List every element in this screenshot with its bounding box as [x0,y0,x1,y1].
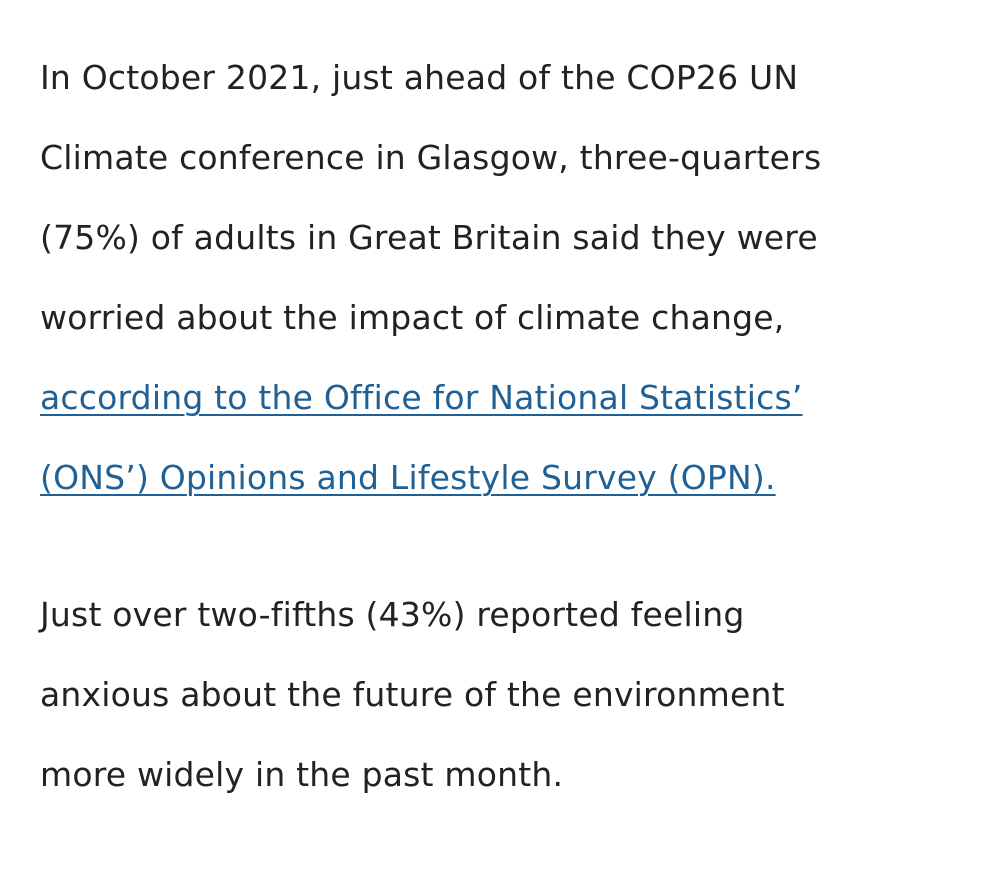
paragraph-climate-worry: In October 2021, just ahead of the COP26… [40,38,821,518]
text-line: more widely in the past month. [40,755,564,794]
text-line: Climate conference in Glasgow, three-qua… [40,138,822,177]
text-line: anxious about the future of the environm… [40,675,785,714]
ons-survey-link-continued[interactable]: (ONS’) Opinions and Lifestyle Survey (OP… [40,458,776,497]
text-line: Just over two-fifths (43%) reported feel… [40,595,745,634]
paragraph-environment-anxiety: Just over two-fifths (43%) reported feel… [40,575,785,815]
text-line: In October 2021, just ahead of the COP26… [40,58,799,97]
text-line: (75%) of adults in Great Britain said th… [40,218,818,257]
text-line: worried about the impact of climate chan… [40,298,785,337]
ons-survey-link[interactable]: according to the Office for National Sta… [40,378,803,417]
